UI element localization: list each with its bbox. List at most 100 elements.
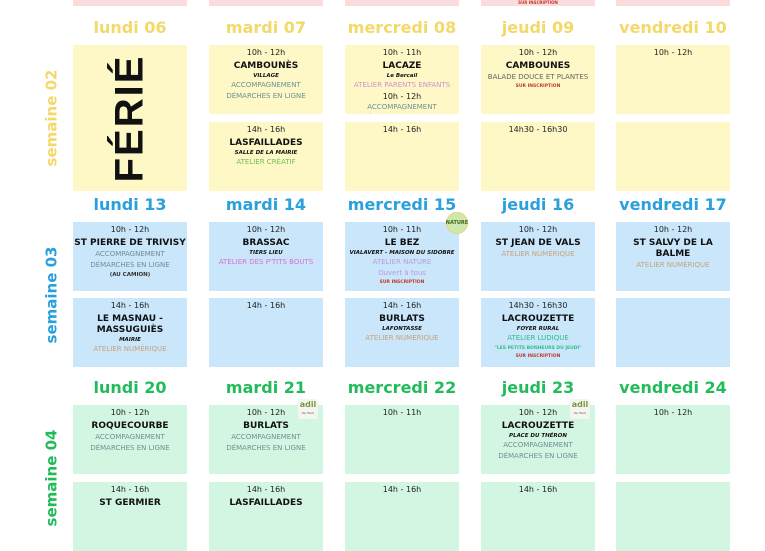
day-header: mercredi 22 xyxy=(347,378,457,397)
slot-note: (AU CAMION) xyxy=(109,272,151,278)
slot-time: 10h - 12h xyxy=(518,48,558,57)
slot-act: ACCOMPAGNEMENT xyxy=(95,250,165,258)
afternoon-slot: 14h - 16h BURLATS LAFONTASSE ATELIER NUMÉRI… xyxy=(345,298,459,367)
slot-time: 14h - 16h xyxy=(518,485,558,494)
adil-logo-sub: du Tarn xyxy=(301,411,315,415)
nature-badge-icon: NATURE xyxy=(446,212,468,234)
day-header: vendredi 17 xyxy=(619,195,727,214)
slot-sub: Le Bercail xyxy=(386,73,418,79)
top-row-cell xyxy=(345,0,459,6)
afternoon-slot: 14h - 16h LASFAILLADES SALLE DE LA MAIRIE A… xyxy=(209,122,323,191)
slot-act: ACCOMPAGNEMENT xyxy=(367,103,437,111)
slot-time: 14h - 16h xyxy=(110,301,150,310)
afternoon-slot: 14h - 16h xyxy=(209,298,323,367)
day-header: lundi 06 xyxy=(93,18,167,37)
week-label: semaine 02 xyxy=(38,45,64,191)
slot-place: ST PIERRE DE TRIVISY xyxy=(74,238,186,248)
day-header: mardi 14 xyxy=(225,195,307,214)
week-label: semaine 03 xyxy=(38,222,64,368)
slot-place: LACROUZETTE xyxy=(501,421,575,431)
slot-place: LASFAILLADES xyxy=(229,138,303,148)
slot-place: ROQUECOURBE xyxy=(91,421,169,431)
afternoon-slot: 14h - 16h xyxy=(345,482,459,551)
slot-time: 10h - 12h xyxy=(110,225,150,234)
slot-time: 10h - 12h xyxy=(653,225,693,234)
top-row-cell: SUR INSCRIPTION xyxy=(481,0,595,6)
day-header: jeudi 16 xyxy=(501,195,575,214)
adil-logo-text: adil xyxy=(299,400,317,409)
slot-act: ACCOMPAGNEMENT xyxy=(231,433,301,441)
inscription-note: SUR INSCRIPTION xyxy=(518,0,558,5)
week-label: semaine 04 xyxy=(38,405,64,551)
slot-sub: PLACE DU THÉRON xyxy=(509,433,567,439)
slot-time: 14h - 16h xyxy=(382,125,422,134)
morning-slot: 10h - 12h ROQUECOURBE ACCOMPAGNEMENT DÉMARC… xyxy=(73,405,187,474)
holiday-cell: FÉRIÉ xyxy=(73,45,187,191)
week-label-text: semaine 04 xyxy=(42,429,61,527)
slot-place: LASFAILLADES xyxy=(229,498,303,508)
slot-sub: TIERS LIEU xyxy=(249,250,283,256)
slot-time: 14h30 - 16h30 xyxy=(508,125,568,134)
top-row-cell xyxy=(616,0,730,6)
afternoon-slot: 14h30 - 16h30 LACROUZETTE FOYER RURAL ATELI… xyxy=(481,298,595,367)
slot-time: 10h - 11h xyxy=(382,408,422,417)
adil-logo-sub: du Tarn xyxy=(573,411,587,415)
day-header: mardi 07 xyxy=(225,18,307,37)
slot-sub: FOYER RURAL xyxy=(516,326,560,332)
slot-place: LACROUZETTE xyxy=(501,314,575,324)
morning-slot: 10h - 12h CAMBOUNÈS VILLAGE ACCOMPAGNEMENT D… xyxy=(209,45,323,114)
day-header: lundi 13 xyxy=(93,195,167,214)
slot-sub: SALLE DE LA MAIRIE xyxy=(234,150,298,156)
slot-place: CAMBOUNES xyxy=(505,61,571,71)
slot-place: ST GERMIER xyxy=(99,498,161,508)
day-header: vendredi 24 xyxy=(619,378,727,397)
slot-act: ATELIER LUDIQUE xyxy=(507,334,569,342)
afternoon-slot: 14h - 16h ST GERMIER xyxy=(73,482,187,551)
slot-sub: VIALAVERT - MAISON DU SIDOBRE xyxy=(349,250,455,256)
afternoon-slot: 14h - 16h LASFAILLADES xyxy=(209,482,323,551)
slot-time: 10h - 12h xyxy=(382,92,422,101)
slot-time: 14h30 - 16h30 xyxy=(508,301,568,310)
morning-slot: 10h - 12h ST SALVY DE LA BALME ATELIER NUM… xyxy=(616,222,730,291)
slot-place: BURLATS xyxy=(243,421,289,431)
morning-slot: 10h - 12h ST PIERRE DE TRIVISY ACCOMPAGNEM… xyxy=(73,222,187,291)
slot-act: ACCOMPAGNEMENT xyxy=(95,433,165,441)
slot-place: LE MASNAU - xyxy=(97,314,163,324)
day-header: jeudi 23 xyxy=(501,378,575,397)
slot-sub: LAFONTASSE xyxy=(382,326,422,332)
day-header: vendredi 10 xyxy=(619,18,727,37)
top-row-cell xyxy=(73,0,187,6)
slot-time: 14h - 16h xyxy=(382,301,422,310)
slot-act: ACCOMPAGNEMENT xyxy=(503,441,573,449)
holiday-label: FÉRIÉ xyxy=(107,54,152,182)
slot-time: 10h - 12h xyxy=(653,408,693,417)
day-header: mercredi 15 xyxy=(347,195,457,214)
slot-sub: MAIRIE xyxy=(119,337,141,343)
afternoon-slot xyxy=(616,122,730,191)
top-row-cell xyxy=(209,0,323,6)
day-header: mercredi 08 xyxy=(347,18,457,37)
slot-act: ATELIER NUMÉRIQUE xyxy=(365,334,439,342)
slot-place: MASSUGUIÈS xyxy=(96,325,164,335)
slot-act: BALADE DOUCE ET PLANTES xyxy=(487,73,589,81)
slot-time: 14h - 16h xyxy=(110,485,150,494)
slot-act: ATELIER NATURE xyxy=(372,258,432,266)
slot-act: ACCOMPAGNEMENT xyxy=(231,81,301,89)
slot-time: 14h - 16h xyxy=(382,485,422,494)
slot-time: 10h - 12h xyxy=(110,408,150,417)
adil-logo: adil du Tarn xyxy=(570,399,590,419)
slot-act: DÉMARCHES EN LIGNE xyxy=(90,261,170,269)
morning-slot: 10h - 12h ST JEAN DE VALS ATELIER NUMÉRIQU… xyxy=(481,222,595,291)
adil-logo: adil du Tarn xyxy=(298,399,318,419)
slot-ins: SUR INSCRIPTION xyxy=(515,354,561,359)
slot-place: BURLATS xyxy=(379,314,425,324)
slot-act: ATELIER PARENTS ENFANTS xyxy=(353,81,451,89)
morning-slot: 10h - 11h xyxy=(345,405,459,474)
slot-note: "LES PETITS BONHEURS DU JEUDI" xyxy=(494,346,582,351)
morning-slot: 10h - 11h LE BEZ VIALAVERT - MAISON DU SID… xyxy=(345,222,459,291)
adil-logo-text: adil xyxy=(571,400,589,409)
morning-slot: 10h - 12h BRASSAC TIERS LIEU ATELIER DES P'… xyxy=(209,222,323,291)
afternoon-slot: 14h - 16h xyxy=(481,482,595,551)
slot-act: DÉMARCHES EN LIGNE xyxy=(90,444,170,452)
morning-slot: 10h - 12h xyxy=(616,405,730,474)
